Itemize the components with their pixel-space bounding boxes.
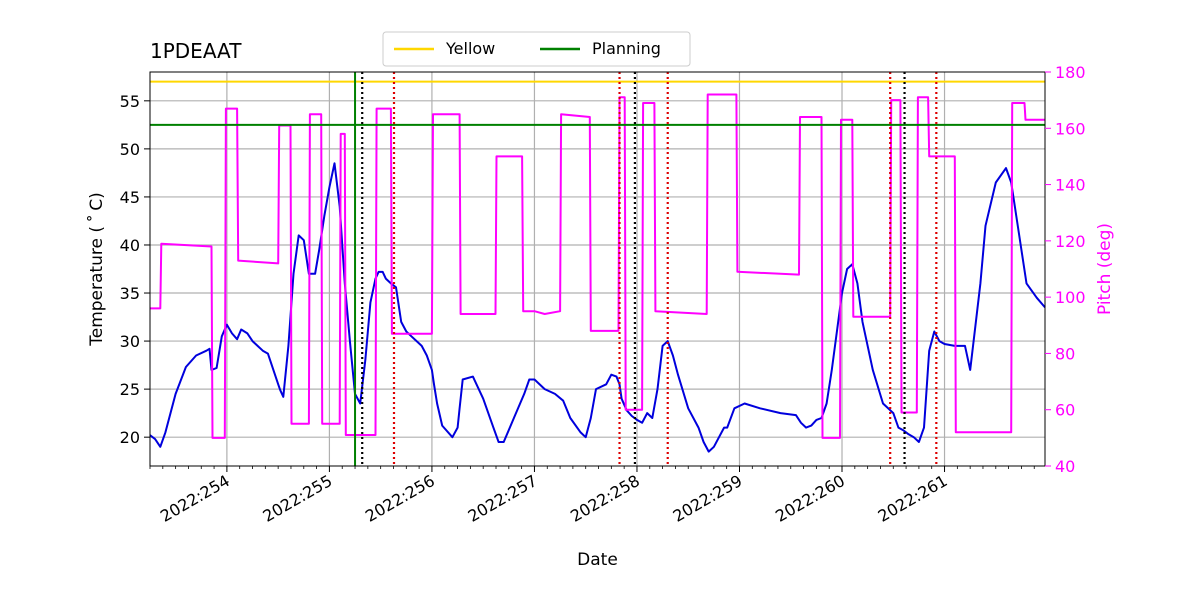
series-layer (149, 93, 1046, 453)
chart-title: 1PDEAAT (150, 39, 242, 63)
y2-tick-label-3: 100 (1055, 288, 1086, 307)
y-tick-label-3: 35 (120, 284, 140, 303)
legend-label-planning: Planning (592, 39, 661, 58)
y2-axis-label: Pitch (deg) (1095, 223, 1115, 315)
y2-tick-label-7: 180 (1055, 63, 1086, 82)
y2-tick-label-5: 140 (1055, 176, 1086, 195)
event-lines (354, 72, 938, 466)
y-tick-label-2: 30 (120, 332, 140, 351)
y-tick-label-7: 55 (120, 92, 140, 111)
series-temperature-line (149, 162, 1046, 453)
plot-frame (149, 71, 1046, 467)
y2-tick-label-0: 40 (1055, 457, 1075, 476)
legend-box (382, 31, 691, 67)
series-pitch-line (150, 93, 1045, 439)
y-tick-label-5: 45 (120, 188, 140, 207)
y-tick-label-6: 50 (120, 140, 140, 159)
y-tick-label-0: 20 (120, 428, 140, 447)
y-tick-label-4: 40 (120, 236, 140, 255)
y2-tick-label-2: 80 (1055, 344, 1075, 363)
y2-tick-label-1: 60 (1055, 401, 1075, 420)
y2-tick-label-6: 160 (1055, 119, 1086, 138)
limit-lines (150, 80, 1045, 126)
legend-label-yellow: Yellow (445, 39, 495, 58)
x-axis-label: Date (577, 550, 618, 570)
y-tick-label-1: 25 (120, 380, 140, 399)
legend: Yellow Planning (382, 31, 691, 67)
y2-tick-label-4: 120 (1055, 232, 1086, 251)
y-axis-label: Temperature ( ˚ C) (86, 192, 107, 347)
